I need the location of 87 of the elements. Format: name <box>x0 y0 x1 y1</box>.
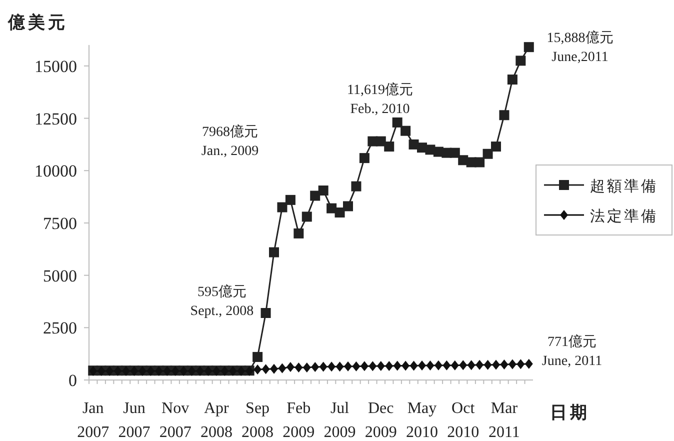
point <box>402 360 410 371</box>
y-tick-label: 5000 <box>43 266 77 286</box>
text: 771億元 June, 2011 <box>542 334 602 369</box>
point <box>328 362 336 372</box>
point <box>286 362 294 372</box>
point <box>310 190 320 201</box>
point <box>352 361 360 372</box>
point <box>302 362 311 372</box>
point <box>482 148 493 159</box>
point <box>491 142 501 152</box>
point <box>392 117 402 128</box>
y-axis-title: 億美元 <box>7 13 68 32</box>
annotation: 11,619億元 Feb., 2010 <box>347 82 413 117</box>
point <box>507 74 518 85</box>
legend-label: 法定準備 <box>590 208 658 225</box>
point <box>516 359 525 370</box>
annotation: 7968億元 Jan., 2009 <box>201 124 259 159</box>
point <box>294 362 303 372</box>
point <box>524 42 534 52</box>
text: 15,888億元 June,2011 <box>546 30 614 65</box>
x-axis-title: 日期 <box>550 403 590 422</box>
point <box>311 362 320 372</box>
point <box>500 360 508 370</box>
point <box>344 361 352 372</box>
point <box>270 364 278 374</box>
x-tick-label: Feb 2009 <box>282 400 315 441</box>
x-tick-label: Jun 2007 <box>118 400 150 441</box>
point <box>269 247 279 258</box>
point <box>262 364 270 374</box>
point <box>410 360 418 371</box>
point <box>294 228 304 238</box>
point <box>326 203 337 214</box>
annotation: 595億元 Sept., 2008 <box>190 284 254 319</box>
point <box>450 148 460 158</box>
point <box>467 360 476 370</box>
y-tick-label: 2500 <box>43 318 77 338</box>
x-tick-label: May 2010 <box>406 400 438 441</box>
point <box>319 362 328 372</box>
point <box>474 157 485 168</box>
point <box>260 308 271 318</box>
point <box>385 360 394 371</box>
x-tick-label: Apr 2008 <box>200 400 232 441</box>
point <box>278 363 286 374</box>
legend-label: 超額準備 <box>590 178 658 195</box>
point <box>376 136 386 146</box>
point <box>384 142 394 152</box>
point <box>484 360 492 370</box>
y-tick-label: 7500 <box>43 214 77 233</box>
point <box>492 360 500 370</box>
point <box>351 181 362 192</box>
x-tick-label: Dec 2009 <box>364 400 397 441</box>
point <box>318 186 328 196</box>
y-tick-label: 10000 <box>34 162 77 181</box>
point <box>508 359 516 370</box>
y-tick-label: 15000 <box>34 56 77 76</box>
y-tick-label: 12500 <box>34 109 77 128</box>
point <box>476 360 484 370</box>
point <box>459 360 468 370</box>
point <box>302 212 312 222</box>
x-tick-label: Nov 2007 <box>159 400 192 441</box>
x-tick-label: Jan 2007 <box>77 400 110 441</box>
point <box>359 153 370 164</box>
point <box>393 360 402 371</box>
point <box>499 110 510 120</box>
point <box>252 352 263 362</box>
point <box>368 361 377 372</box>
x-tick-label: Sep 2008 <box>242 400 274 441</box>
point <box>343 201 353 212</box>
point <box>450 360 459 370</box>
point <box>360 361 368 372</box>
point <box>336 362 344 372</box>
point <box>277 202 288 212</box>
y-tick-label: 0 <box>68 371 77 390</box>
point <box>442 360 451 370</box>
point <box>285 194 296 205</box>
point <box>434 360 442 370</box>
x-tick-label: Oct 2010 <box>447 400 480 441</box>
x-tick-label: Mar 2011 <box>488 400 520 441</box>
point <box>254 364 262 375</box>
point <box>516 56 526 66</box>
point <box>524 358 533 369</box>
point <box>334 208 345 218</box>
point <box>418 360 426 371</box>
point <box>376 360 385 371</box>
point <box>426 360 434 371</box>
x-tick-label: Jul 2009 <box>324 400 356 441</box>
point <box>400 126 411 136</box>
